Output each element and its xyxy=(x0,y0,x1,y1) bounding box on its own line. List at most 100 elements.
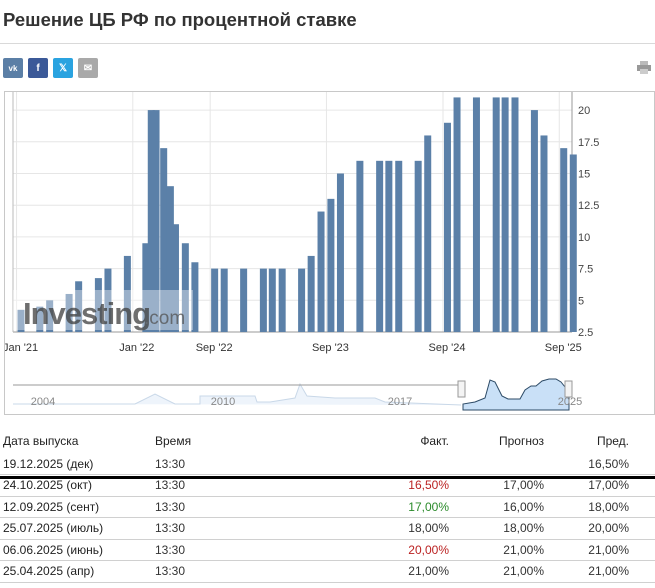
x-tick-label: Sep '25 xyxy=(545,342,582,354)
bar[interactable] xyxy=(147,110,155,332)
forecast-value: 21,00% xyxy=(452,560,547,583)
bar[interactable] xyxy=(191,262,199,332)
release-time: 13:30 xyxy=(155,517,355,540)
navigator-handle[interactable] xyxy=(457,380,466,398)
x-tick-label: Sep '22 xyxy=(196,342,233,354)
bar[interactable] xyxy=(65,293,73,332)
bar[interactable] xyxy=(376,160,384,332)
col-date: Дата выпуска xyxy=(3,434,79,448)
bar[interactable] xyxy=(211,268,219,332)
email-share-button[interactable]: ✉ xyxy=(78,58,98,78)
facebook-icon: f xyxy=(36,62,40,74)
bar[interactable] xyxy=(492,97,500,332)
release-date: 06.06.2025 (июнь) xyxy=(0,539,155,561)
bar[interactable] xyxy=(424,135,432,332)
col-actual: Факт. xyxy=(420,434,449,448)
navigator-label: 2004 xyxy=(31,396,55,408)
bar[interactable] xyxy=(336,173,344,333)
bar[interactable] xyxy=(501,97,509,332)
bar[interactable] xyxy=(443,122,451,332)
bar[interactable] xyxy=(560,148,568,332)
bar[interactable] xyxy=(75,281,83,332)
bar[interactable] xyxy=(453,97,461,332)
vk-share-button[interactable]: vk xyxy=(3,58,23,78)
navigator-label: 2025 xyxy=(558,396,582,408)
actual-value: 20,00% xyxy=(355,539,452,561)
svg-text:.com: .com xyxy=(144,308,185,329)
bar[interactable] xyxy=(171,224,179,332)
release-date: 19.12.2025 (дек) xyxy=(0,453,155,475)
bar-chart: 2.5 5 7.5 10 12.5 15 17.5 20 Jan '21 Jan '22 Sep '… xyxy=(3,92,599,411)
x-tick-label: Sep '23 xyxy=(312,342,349,354)
bar[interactable] xyxy=(472,97,480,332)
release-time: 13:30 xyxy=(155,560,355,583)
forecast-value: 18,00% xyxy=(452,517,547,540)
y-tick-label: 5 xyxy=(578,295,584,307)
bar[interactable] xyxy=(540,135,548,332)
y-tick-label: 20 xyxy=(578,105,590,117)
x-tick-label: Sep '24 xyxy=(429,342,466,354)
y-tick-label: 17.5 xyxy=(578,137,599,149)
navigator-selection[interactable] xyxy=(462,378,570,411)
bar[interactable] xyxy=(317,211,325,332)
release-time: 13:30 xyxy=(155,474,355,497)
bar[interactable] xyxy=(569,154,577,332)
bar[interactable] xyxy=(36,306,44,332)
bar[interactable] xyxy=(395,160,403,332)
history-table: Дата выпуска Время Факт. Прогноз Пред. 1… xyxy=(0,429,655,583)
bar[interactable] xyxy=(166,186,174,332)
bar[interactable] xyxy=(181,243,189,332)
investing-watermark: Investing .com xyxy=(13,290,193,331)
bar[interactable] xyxy=(268,268,276,332)
bar[interactable] xyxy=(17,309,25,332)
bar[interactable] xyxy=(259,268,267,332)
bar[interactable] xyxy=(94,278,102,332)
annotation-line xyxy=(0,476,655,479)
page-title: Решение ЦБ РФ по процентной ставке xyxy=(3,9,357,30)
bar[interactable] xyxy=(46,300,54,332)
navigator[interactable]: 2004 2010 2017 2025 xyxy=(13,375,582,411)
bar[interactable] xyxy=(298,268,306,332)
print-icon[interactable] xyxy=(637,60,651,75)
bar[interactable] xyxy=(160,148,168,332)
facebook-share-button[interactable]: f xyxy=(28,58,48,78)
table-header: Дата выпуска Время Факт. Прогноз Пред. xyxy=(0,429,655,453)
forecast-value: 17,00% xyxy=(452,474,547,497)
actual-value xyxy=(355,453,452,475)
release-time: 13:30 xyxy=(155,539,355,561)
x-share-button[interactable]: 𝕏 xyxy=(53,58,73,78)
bar[interactable] xyxy=(511,97,519,332)
svg-text:Investing: Investing xyxy=(23,296,150,331)
bar[interactable] xyxy=(356,160,364,332)
x-tick-label: Jan '22 xyxy=(119,342,154,354)
navigator-label: 2010 xyxy=(211,396,235,408)
y-tick-label: 12.5 xyxy=(578,200,599,212)
y-tick-label: 7.5 xyxy=(578,264,593,276)
bar[interactable] xyxy=(278,268,286,332)
forecast-value: 16,00% xyxy=(452,496,547,518)
navigator-label: 2017 xyxy=(388,396,412,408)
bar[interactable] xyxy=(152,110,160,332)
release-date: 24.10.2025 (окт) xyxy=(0,474,155,497)
bar[interactable] xyxy=(220,268,228,332)
bar[interactable] xyxy=(307,255,315,332)
chart-container: 2.5 5 7.5 10 12.5 15 17.5 20 Jan '21 Jan '22 Sep '… xyxy=(3,91,655,415)
y-tick-label: 10 xyxy=(578,232,590,244)
bar[interactable] xyxy=(142,243,150,332)
navigator-handle[interactable] xyxy=(564,380,573,398)
bar[interactable] xyxy=(123,255,131,332)
previous-value: 18,00% xyxy=(547,496,655,518)
y-tick-label: 2.5 xyxy=(578,327,593,339)
table-row: 25.07.2025 (июль) 13:30 18,00% 18,00% 20,00% xyxy=(0,517,655,540)
bar[interactable] xyxy=(385,160,393,332)
y-tick-label: 15 xyxy=(578,169,590,181)
bar[interactable] xyxy=(530,110,538,332)
bar[interactable] xyxy=(327,198,335,332)
email-icon: ✉ xyxy=(83,62,93,74)
bar[interactable] xyxy=(240,268,248,332)
col-previous: Пред. xyxy=(596,434,629,448)
bar[interactable] xyxy=(414,160,422,332)
x-twitter-icon: 𝕏 xyxy=(58,62,68,74)
bar[interactable] xyxy=(104,268,112,332)
table-row: 06.06.2025 (июнь) 13:30 20,00% 21,00% 21,00% xyxy=(0,539,655,561)
